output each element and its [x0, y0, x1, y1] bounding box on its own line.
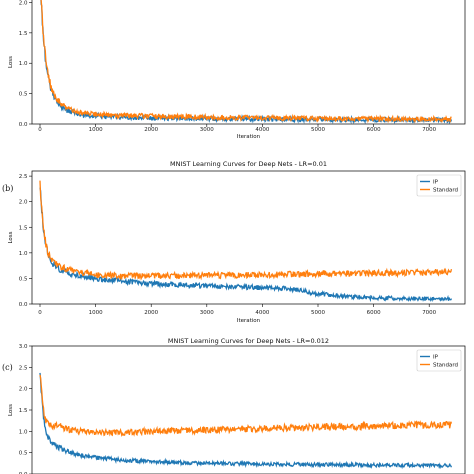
y-tick-label: 0.0: [19, 302, 28, 308]
y-tick-label: 0.0: [19, 472, 28, 474]
legend-box: [416, 174, 462, 197]
x-tick-label: 7000: [422, 310, 436, 316]
y-tick-label: 0.5: [19, 276, 28, 282]
y-tick-label: 2.0: [19, 387, 28, 393]
y-axis-label: Loss: [8, 56, 14, 68]
x-tick-label: 2000: [144, 127, 158, 133]
y-tick-label: 0.5: [19, 92, 28, 98]
y-tick-label: 1.0: [19, 251, 28, 257]
series-line-standard: [39, 180, 453, 281]
x-tick-label: 7000: [422, 127, 436, 133]
y-tick-label: 1.0: [19, 429, 28, 435]
chart-panel-1: 0.0 0.5 1.0 1.5 2.0 0 1000 2000 3000 4000 5000 6000…: [8, 0, 466, 140]
series-line-ip: [39, 187, 453, 303]
y-tick-label: 1.0: [19, 61, 28, 67]
plot-frame: [31, 345, 466, 474]
y-tick-label: 1.5: [19, 225, 28, 231]
chart-panel-3: 0.0 0.5 1.0 1.5 2.0 2.5 3.0 Loss MNIST Learning …: [2, 337, 466, 474]
legend-label-ip: IP: [433, 180, 439, 186]
panel-label: (c): [2, 363, 13, 372]
plot-frame: [31, 170, 466, 305]
legend-label-standard: Standard: [433, 188, 458, 194]
x-tick-label: 2000: [144, 310, 158, 316]
series-line-standard: [40, 0, 452, 124]
x-tick-label: 1000: [89, 127, 103, 133]
x-tick-label: 5000: [311, 127, 325, 133]
y-tick-label: 0.0: [19, 122, 28, 128]
x-tick-label: 4000: [255, 127, 269, 133]
x-tick-label: 3000: [200, 310, 214, 316]
x-axis-label: Iteration: [237, 134, 261, 140]
x-axis-label: Iteration: [237, 318, 261, 324]
series-line-ip: [40, 0, 453, 124]
plot-frame: [31, 0, 466, 125]
y-tick-label: 1.5: [19, 408, 28, 414]
chart-title: MNIST Learning Curves for Deep Nets - LR…: [168, 337, 329, 345]
y-tick-label: 0.5: [19, 451, 28, 457]
legend-box: [416, 349, 462, 372]
panel-label: (b): [2, 184, 13, 193]
legend: IP Standard: [416, 174, 462, 197]
series-line-standard: [39, 374, 453, 438]
series-line-ip: [39, 372, 453, 470]
y-tick-label: 2.5: [19, 174, 28, 180]
y-tick-label: 2.5: [19, 365, 28, 371]
legend-label-ip: IP: [433, 355, 439, 361]
x-tick-label: 1000: [89, 310, 103, 316]
chart-panel-2: 0.0 0.5 1.0 1.5 2.0 2.5 0 1000 2000 3000 4000 5000 6…: [2, 160, 466, 324]
y-tick-label: 2.0: [19, 200, 28, 206]
x-tick-label: 6000: [367, 310, 381, 316]
y-axis-label: Loss: [8, 231, 14, 243]
x-tick-label: 5000: [311, 310, 325, 316]
x-tick-label: 4000: [255, 310, 269, 316]
legend-label-standard: Standard: [433, 363, 458, 369]
x-tick-label: 6000: [367, 127, 381, 133]
x-tick-label: 3000: [200, 127, 214, 133]
y-tick-label: 3.0: [19, 344, 28, 350]
x-tick-label: 0: [38, 127, 42, 133]
y-tick-label: 1.5: [19, 31, 28, 37]
legend: IP Standard: [416, 349, 462, 372]
y-axis-label: Loss: [8, 404, 14, 416]
chart-title: MNIST Learning Curves for Deep Nets - LR…: [170, 160, 327, 168]
x-tick-label: 0: [38, 310, 42, 316]
y-tick-label: 2.0: [19, 0, 28, 6]
